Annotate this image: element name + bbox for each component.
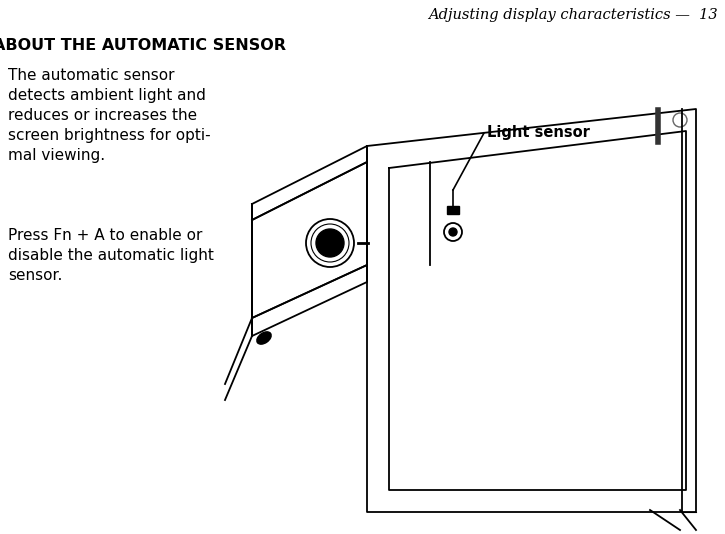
Text: disable the automatic light: disable the automatic light [8, 248, 214, 263]
Text: Adjusting display characteristics —  13: Adjusting display characteristics — 13 [428, 8, 718, 22]
Bar [447, 206, 459, 214]
Text: screen brightness for opti-: screen brightness for opti- [8, 128, 211, 143]
Text: Light sensor: Light sensor [487, 125, 590, 140]
Text: mal viewing.: mal viewing. [8, 148, 105, 163]
Ellipse shape [257, 332, 271, 344]
Circle shape [449, 228, 457, 236]
Text: Press Fn + A to enable or: Press Fn + A to enable or [8, 228, 202, 243]
Text: The automatic sensor: The automatic sensor [8, 68, 175, 83]
Text: detects ambient light and: detects ambient light and [8, 88, 206, 103]
Text: reduces or increases the: reduces or increases the [8, 108, 197, 123]
Circle shape [316, 229, 344, 257]
Text: ABOUT THE AUTOMATIC SENSOR: ABOUT THE AUTOMATIC SENSOR [0, 38, 286, 53]
Text: sensor.: sensor. [8, 268, 62, 283]
